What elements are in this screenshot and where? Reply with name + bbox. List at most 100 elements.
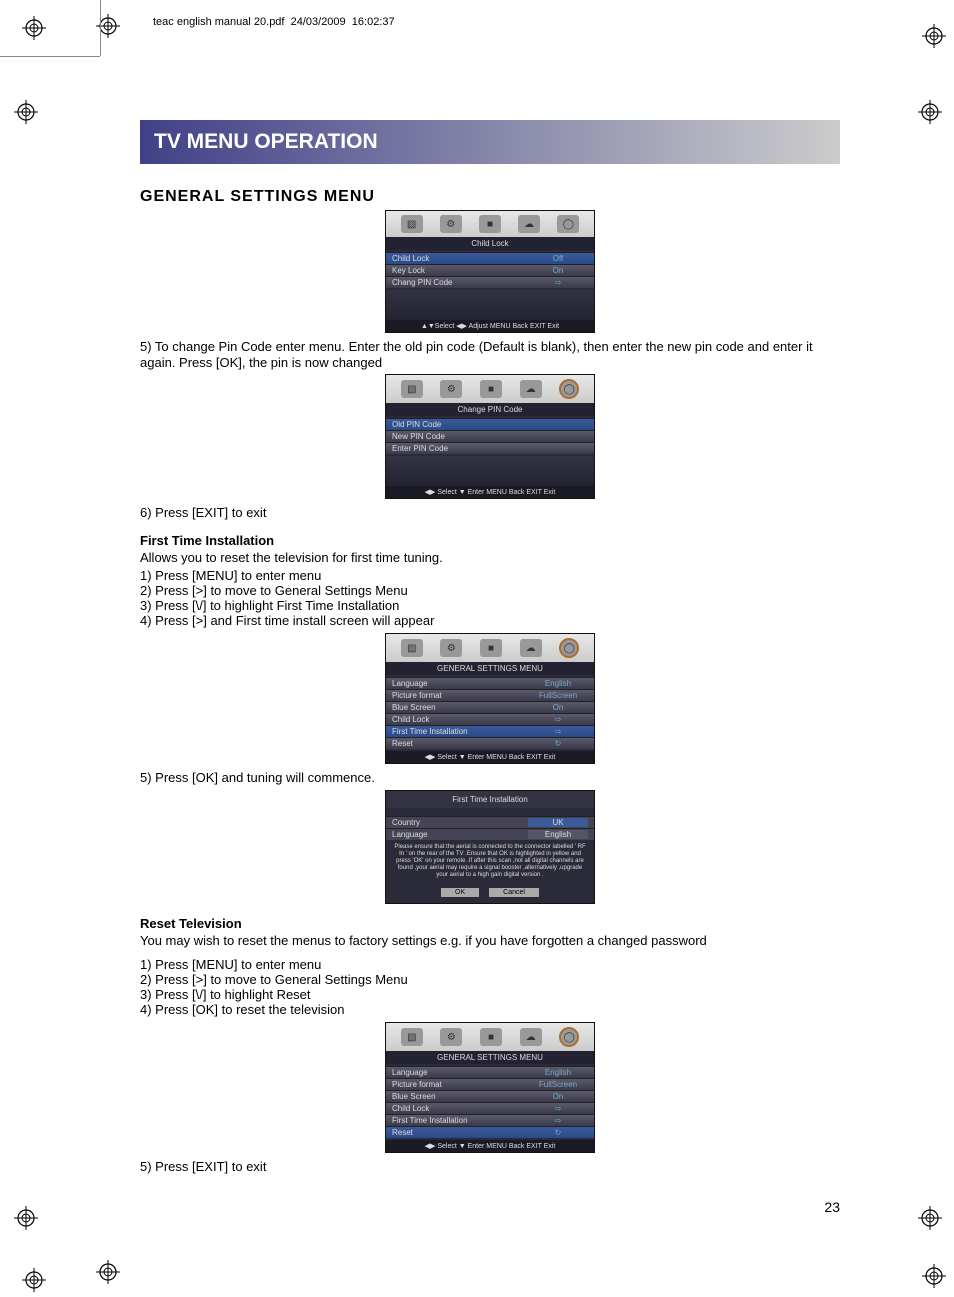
menu-row-value bbox=[528, 420, 588, 429]
step-line: 3) Press [\/] to highlight Reset bbox=[140, 988, 840, 1003]
menu-row-label: Blue Screen bbox=[392, 1092, 528, 1101]
menu-row-value bbox=[528, 444, 588, 453]
menu-title: GENERAL SETTINGS MENU bbox=[386, 662, 594, 675]
menu-row-label: Language bbox=[392, 1068, 528, 1077]
menu-footer: ◀▶ Select ▼ Enter MENU Back EXIT Exit bbox=[386, 486, 594, 498]
final-step: 5) Press [EXIT] to exit bbox=[140, 1159, 840, 1175]
menu-row: Reset↻ bbox=[386, 1126, 594, 1138]
menu-tab-icon: ▧ bbox=[401, 1028, 423, 1046]
registration-mark-icon bbox=[14, 1206, 38, 1230]
menu-footer: ◀▶ Select ▼ Enter MENU Back EXIT Exit bbox=[386, 751, 594, 763]
menu-tab-icon: ⚙ bbox=[440, 215, 462, 233]
menu-row-value: On bbox=[528, 703, 588, 712]
menu-row: Blue ScreenOn bbox=[386, 701, 594, 713]
menu-row-value: FullScreen bbox=[528, 691, 588, 700]
menu-tab-icon: ■ bbox=[480, 1028, 502, 1046]
menu-row: LanguageEnglish bbox=[386, 1066, 594, 1078]
step-line: 1) Press [MENU] to enter menu bbox=[140, 958, 840, 973]
menu-row-label: First Time Installation bbox=[392, 727, 528, 736]
menu-tab-icon: ▧ bbox=[401, 215, 423, 233]
page-content: TV MENU OPERATION GENERAL SETTINGS MENU … bbox=[140, 120, 840, 1175]
menu-title: Child Lock bbox=[386, 237, 594, 250]
reset-steps: 1) Press [MENU] to enter menu2) Press [>… bbox=[140, 958, 840, 1018]
title-bar: TV MENU OPERATION bbox=[140, 120, 840, 164]
registration-mark-icon bbox=[22, 1268, 46, 1292]
menu-row-label: Chang PIN Code bbox=[392, 278, 528, 287]
step-5-pincode: 5) To change Pin Code enter menu. Enter … bbox=[140, 339, 840, 370]
registration-mark-icon bbox=[22, 16, 46, 40]
menu-row: Chang PIN Code⇨ bbox=[386, 276, 594, 288]
menu-tab-icon: ▧ bbox=[401, 639, 423, 657]
general-menu-reset-screenshot: ▧ ⚙ ■ ☁ ◯ GENERAL SETTINGS MENU LanguageEngl… bbox=[385, 1022, 595, 1153]
changepin-menu-screenshot: ▧⚙■☁◯ Change PIN Code Old PIN CodeNew PI… bbox=[385, 374, 595, 499]
step-6-exit: 6) Press [EXIT] to exit bbox=[140, 505, 840, 521]
menu-tab-icon: ▧ bbox=[401, 380, 423, 398]
ok-button[interactable]: OK bbox=[441, 888, 479, 897]
fti-dialog-message: Please ensure that the aerial is connect… bbox=[386, 840, 594, 884]
menu-row-label: Language bbox=[392, 679, 528, 688]
menu-tab-icon: ◯ bbox=[557, 215, 579, 233]
menu-row-label: Old PIN Code bbox=[392, 420, 528, 429]
cancel-button[interactable]: Cancel bbox=[489, 888, 539, 897]
menu-row-label: First Time Installation bbox=[392, 1116, 528, 1125]
page-number: 23 bbox=[824, 1199, 840, 1215]
menu-row: Child Lock⇨ bbox=[386, 1102, 594, 1114]
menu-row: First Time Installation⇨ bbox=[386, 1114, 594, 1126]
pdf-header-info: teac english manual 20.pdf 24/03/2009 16… bbox=[153, 16, 395, 28]
menu-row-value: ↻ bbox=[528, 1128, 588, 1137]
menu-row: LanguageEnglish bbox=[386, 677, 594, 689]
menu-row-label: Reset bbox=[392, 739, 528, 748]
menu-row: Old PIN Code bbox=[386, 418, 594, 430]
menu-tab-icon: ◯ bbox=[559, 379, 579, 399]
menu-tab-icon: ■ bbox=[480, 380, 502, 398]
menu-tab-icon: ⚙ bbox=[440, 639, 462, 657]
reset-intro: You may wish to reset the menus to facto… bbox=[140, 933, 840, 949]
menu-row-label: Reset bbox=[392, 1128, 528, 1137]
menu-row: Blue ScreenOn bbox=[386, 1090, 594, 1102]
general-menu-fti-screenshot: ▧⚙■☁◯ GENERAL SETTINGS MENU LanguageEngl… bbox=[385, 633, 595, 764]
fti-step5: 5) Press [OK] and tuning will commence. bbox=[140, 770, 840, 786]
crop-line bbox=[100, 0, 101, 56]
section-title: GENERAL SETTINGS MENU bbox=[140, 188, 840, 206]
step-line: 2) Press [>] to move to General Settings… bbox=[140, 973, 840, 988]
menu-row-value: On bbox=[528, 266, 588, 275]
registration-mark-icon bbox=[922, 24, 946, 48]
registration-mark-icon bbox=[918, 1206, 942, 1230]
menu-row-value: English bbox=[528, 679, 588, 688]
fti-row: LanguageEnglish bbox=[386, 828, 594, 840]
crop-line bbox=[0, 56, 100, 57]
menu-row-value: On bbox=[528, 1092, 588, 1101]
menu-tab-icon: ◯ bbox=[559, 1027, 579, 1047]
registration-mark-icon bbox=[918, 100, 942, 124]
menu-tab-icon: ⚙ bbox=[440, 380, 462, 398]
menu-tab-icon: ⚙ bbox=[440, 1028, 462, 1046]
menu-tab-icon: ☁ bbox=[520, 1028, 542, 1046]
menu-footer: ▲▼Select ◀▶ Adjust MENU Back EXIT Exit bbox=[386, 320, 594, 332]
menu-icon-row: ▧⚙■☁◯ bbox=[386, 375, 594, 403]
menu-row: Reset↻ bbox=[386, 737, 594, 749]
menu-row-label: Picture format bbox=[392, 691, 528, 700]
menu-tab-icon: ☁ bbox=[520, 639, 542, 657]
menu-title: Change PIN Code bbox=[386, 403, 594, 416]
registration-mark-icon bbox=[922, 1264, 946, 1288]
menu-tab-icon: ◯ bbox=[559, 638, 579, 658]
menu-icon-row: ▧ ⚙ ■ ☁ ◯ bbox=[386, 1023, 594, 1051]
menu-row-label: Child Lock bbox=[392, 1104, 528, 1113]
menu-tab-icon: ■ bbox=[479, 215, 501, 233]
menu-row: First Time Installation⇨ bbox=[386, 725, 594, 737]
step-line: 3) Press [\/] to highlight First Time In… bbox=[140, 599, 840, 614]
reset-heading: Reset Television bbox=[140, 916, 840, 931]
menu-footer: ◀▶ Select ▼ Enter MENU Back EXIT Exit bbox=[386, 1140, 594, 1152]
registration-mark-icon bbox=[14, 100, 38, 124]
step-line: 4) Press [OK] to reset the television bbox=[140, 1003, 840, 1018]
fti-row: CountryUK bbox=[386, 816, 594, 828]
menu-row: Enter PIN Code bbox=[386, 442, 594, 454]
fti-steps: 1) Press [MENU] to enter menu2) Press [>… bbox=[140, 569, 840, 629]
menu-icon-row: ▧⚙■☁◯ bbox=[386, 211, 594, 237]
menu-row-value: Off bbox=[528, 254, 588, 263]
fti-row-value: English bbox=[528, 830, 588, 839]
menu-title: GENERAL SETTINGS MENU bbox=[386, 1051, 594, 1064]
menu-row: Key LockOn bbox=[386, 264, 594, 276]
menu-row-value: ⇨ bbox=[528, 1104, 588, 1113]
step-line: 4) Press [>] and First time install scre… bbox=[140, 614, 840, 629]
